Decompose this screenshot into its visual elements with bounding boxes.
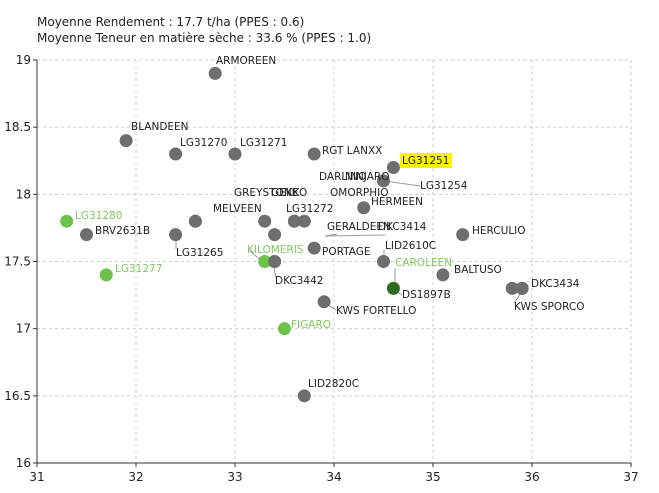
data-point-portage: [307, 241, 321, 255]
data-point-lg31271: [228, 147, 242, 161]
data-point: [297, 214, 311, 228]
data-point-kws-fortello: [317, 295, 331, 309]
point-label-lg31280: LG31280: [75, 210, 122, 222]
header-line-dry-matter: Moyenne Teneur en matière sèche : 33.6 %…: [37, 31, 372, 45]
data-point-rgt-lanxx: [307, 147, 321, 161]
y-tick-label: 16: [16, 456, 31, 470]
data-point-lg31251: [386, 160, 400, 174]
x-tick-label: 36: [524, 470, 539, 484]
data-point-dkc3442: [268, 255, 282, 268]
x-tick-label: 37: [623, 470, 638, 484]
y-tick-label: 17: [16, 322, 31, 336]
data-point-lg31280: [60, 214, 74, 228]
point-label-lg31277: LG31277: [115, 263, 162, 275]
y-tick-label: 19: [16, 53, 31, 67]
point-label-lg31270: LG31270: [180, 137, 227, 149]
x-tick-label: 32: [128, 470, 143, 484]
x-tick-label: 35: [425, 470, 440, 484]
point-label-kws-sporco: KWS SPORCO: [514, 301, 585, 313]
point-label-kilomeris: KILOMERIS: [247, 244, 304, 256]
data-point-lg31270: [169, 147, 183, 161]
point-label-lg31265: LG31265: [176, 247, 223, 259]
point-label-ninjaro: NINJARO: [345, 171, 389, 183]
point-labels: ARMOREEN BLANDEEN LG31270 LG31271 RGT LANXX L…: [75, 55, 585, 390]
point-label-lg31272: LG31272: [286, 203, 333, 215]
data-point-lg31254: [377, 174, 390, 188]
point-label-ds1897b: DS1897B: [402, 289, 451, 301]
data-point-lid2820c: [297, 389, 311, 403]
data-point: [268, 228, 282, 242]
data-point-hermeen: [357, 201, 371, 215]
point-label-hermeen: HERMEEN: [371, 196, 423, 208]
point-label-gekko: GEKKO: [271, 187, 307, 199]
point-label-lg31271: LG31271: [240, 137, 287, 149]
data-point-dkc3434: [515, 281, 529, 295]
header-line-yield: Moyenne Rendement : 17.7 t/ha (PPES : 0.…: [37, 15, 305, 29]
point-label-herculio: HERCULIO: [472, 225, 526, 237]
point-label-blandeen: BLANDEEN: [131, 121, 189, 133]
point-label-rgt-lanxx: RGT LANXX: [322, 145, 382, 157]
y-tick-label: 18: [16, 187, 31, 201]
x-tick-label: 31: [29, 470, 44, 484]
data-points: [60, 66, 529, 403]
data-point-figaro: [278, 322, 291, 336]
x-tick-labels: 31 32 33 34 35 36 37: [29, 463, 639, 484]
y-tick-labels: 16 16.5 17 17.5 18 18.5 19: [4, 53, 37, 470]
x-tick-label: 34: [326, 470, 341, 484]
data-point-lg31277: [99, 268, 113, 282]
highlight-lg31251: [400, 153, 452, 168]
x-tick-label: 33: [227, 470, 242, 484]
y-tick-label: 18.5: [4, 120, 31, 134]
point-label-greystone: GREYSTONE: [234, 187, 298, 199]
point-label-omorphio: OMORPHIO: [330, 187, 388, 199]
leader-line: [324, 234, 386, 237]
point-label-brv2631b: BRV2631B: [95, 225, 150, 237]
data-point-melveen: [188, 214, 202, 228]
data-point-ds1897b: [386, 281, 400, 295]
point-label-dkc3442: DKC3442: [275, 275, 323, 287]
chart-header: Moyenne Rendement : 17.7 t/ha (PPES : 0.…: [37, 14, 371, 46]
data-point-lg31272: [287, 214, 301, 228]
data-point-blandeen: [119, 134, 133, 148]
point-label-geraldeen: GERALDEEN: [327, 221, 391, 233]
data-point-armoreen: [208, 66, 222, 80]
point-label-lg31251: LG31251: [402, 155, 449, 167]
point-label-lid2610c: LID2610C: [385, 240, 436, 252]
data-point-kws-sporco: [505, 281, 519, 295]
y-tick-label: 16.5: [4, 389, 31, 403]
point-label-dkc3414: DKC3414: [378, 221, 427, 233]
point-label-figaro: FIGARO: [291, 319, 331, 331]
point-label-lid2820c: LID2820C: [308, 378, 359, 390]
point-label-lg31254: LG31254: [420, 180, 468, 192]
y-tick-label: 17.5: [4, 255, 31, 269]
point-label-portage: PORTAGE: [322, 246, 371, 258]
point-label-kws-fortello: KWS FORTELLO: [336, 305, 416, 317]
point-label-armoreen: ARMOREEN: [216, 55, 276, 67]
leader-line: [384, 180, 421, 187]
point-label-baltuso: BALTUSO: [454, 264, 502, 276]
point-label-dkc3434: DKC3434: [531, 278, 580, 290]
data-point-lg31265: [169, 228, 183, 242]
data-point-lid2610c: [377, 255, 390, 268]
data-point-kilomeris: [258, 255, 272, 268]
point-label-melveen: MELVEEN: [213, 203, 262, 215]
data-point-baltuso: [436, 268, 450, 282]
point-label-caroleen: CAROLEEN: [395, 257, 452, 269]
grid: [37, 59, 632, 463]
data-point-brv2631b: [80, 228, 93, 242]
data-point-herculio: [456, 228, 470, 242]
point-label-darlino: DARLINO: [319, 171, 366, 183]
data-point: [258, 214, 272, 228]
